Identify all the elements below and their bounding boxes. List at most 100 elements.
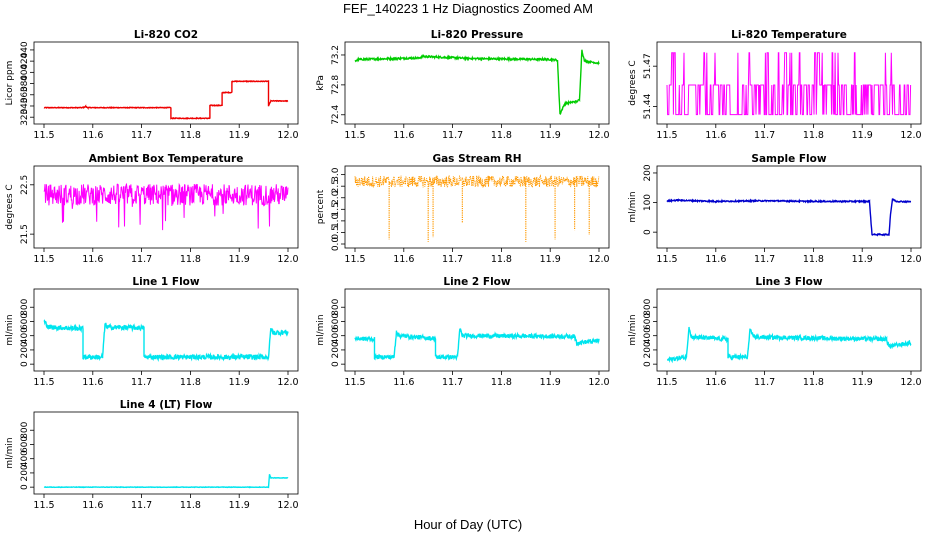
y-tick-label: 2.5 bbox=[331, 179, 341, 193]
series-sample-flow bbox=[666, 198, 912, 237]
y-axis-label: ml/min bbox=[628, 191, 638, 222]
x-tick-label: 11.5 bbox=[33, 254, 54, 265]
plot-frame bbox=[344, 41, 610, 125]
y-tick-label: 51.44 bbox=[643, 93, 653, 119]
y-tick-label: 22.5 bbox=[20, 175, 30, 195]
y-tick-label: 0 bbox=[643, 229, 653, 235]
y-tick-label: 600 bbox=[20, 436, 30, 453]
y-tick-label: 1.5 bbox=[331, 202, 341, 216]
plot-frame bbox=[33, 288, 299, 372]
y-axis-label: degrees C bbox=[5, 184, 15, 229]
y-tick-label: 200 bbox=[20, 341, 30, 358]
y-tick-label: 200 bbox=[20, 464, 30, 481]
x-tick-label: 11.6 bbox=[82, 254, 103, 265]
y-tick-label: 3.0 bbox=[331, 167, 341, 182]
y-tick-label: 600 bbox=[20, 313, 30, 330]
y-tick-label: 400 bbox=[20, 63, 30, 80]
plot-frame bbox=[344, 288, 610, 372]
x-tick-label: 11.9 bbox=[852, 254, 873, 265]
x-tick-label: 11.7 bbox=[754, 254, 775, 265]
panel-title: Li-820 Temperature bbox=[731, 29, 847, 41]
x-tick-label: 12.0 bbox=[277, 254, 298, 265]
panel-sample-flow: Sample Flow 11.5 11.6 11.7 11.8 11.9 12.0 0 100 2… bbox=[628, 153, 922, 265]
series-li-820-pressure bbox=[354, 49, 600, 115]
y-axis-label: ml/min bbox=[316, 314, 326, 345]
x-tick-label: 11.8 bbox=[803, 130, 824, 141]
x-tick-label: 12.0 bbox=[588, 377, 609, 388]
series-line bbox=[354, 327, 600, 362]
x-tick-label: 11.6 bbox=[82, 377, 103, 388]
panel-title: Gas Stream RH bbox=[432, 153, 521, 165]
x-tick-label: 11.7 bbox=[131, 254, 152, 265]
x-tick-label: 11.5 bbox=[33, 377, 54, 388]
panel-li-820-temperature: Li-820 Temperature 11.5 11.6 11.7 11.8 11.9 12… bbox=[628, 29, 922, 141]
x-tick-label: 11.9 bbox=[540, 254, 561, 265]
y-axis-label: ml/min bbox=[628, 314, 638, 345]
y-tick-label: 360 bbox=[20, 86, 30, 103]
x-tick-label: 11.6 bbox=[82, 500, 103, 511]
panel-title: Line 3 Flow bbox=[755, 276, 822, 288]
y-axis-label: ml/min bbox=[5, 437, 15, 468]
x-tick-label: 11.5 bbox=[656, 254, 677, 265]
x-tick-label: 11.9 bbox=[229, 254, 250, 265]
x-tick-label: 11.5 bbox=[344, 254, 365, 265]
y-tick-label: 51.47 bbox=[643, 53, 653, 79]
panel-gas-stream-rh: Gas Stream RH 11.5 11.6 11.7 11.8 11.9 12.0 0.0… bbox=[316, 153, 610, 265]
x-tick-label: 11.8 bbox=[803, 377, 824, 388]
y-tick-label: 200 bbox=[643, 164, 653, 181]
x-tick-label: 11.9 bbox=[229, 500, 250, 511]
x-tick-label: 11.9 bbox=[540, 377, 561, 388]
y-axis-label: degrees C bbox=[628, 60, 638, 105]
panel-title: Sample Flow bbox=[751, 153, 826, 165]
x-tick-label: 11.6 bbox=[705, 254, 726, 265]
x-tick-label: 11.8 bbox=[180, 130, 201, 141]
x-tick-label: 11.7 bbox=[754, 130, 775, 141]
x-tick-label: 11.5 bbox=[656, 377, 677, 388]
y-tick-label: 0 bbox=[20, 484, 30, 490]
x-tick-label: 11.8 bbox=[491, 130, 512, 141]
y-tick-label: 400 bbox=[331, 327, 341, 344]
y-tick-label: 73.2 bbox=[331, 45, 341, 65]
y-axis-label: ml/min bbox=[5, 314, 15, 345]
x-tick-label: 11.6 bbox=[393, 254, 414, 265]
y-tick-label: 400 bbox=[20, 327, 30, 344]
x-tick-label: 12.0 bbox=[900, 377, 921, 388]
series-line bbox=[43, 182, 289, 231]
series-line bbox=[43, 319, 289, 362]
figure-title: FEF_140223 1 Hz Diagnostics Zoomed AM bbox=[342, 1, 593, 16]
series-gas-stream-rh bbox=[354, 174, 600, 242]
plot-frame bbox=[344, 165, 610, 249]
y-tick-label: 380 bbox=[20, 75, 30, 92]
x-tick-label: 11.9 bbox=[229, 130, 250, 141]
panel-line-4-lt-flow: Line 4 (LT) Flow 11.5 11.6 11.7 11.8 11.9 12.0… bbox=[5, 399, 299, 511]
plot-frame bbox=[656, 165, 922, 249]
plot-frame bbox=[33, 165, 299, 249]
x-tick-label: 11.5 bbox=[344, 130, 365, 141]
x-tick-label: 11.7 bbox=[131, 130, 152, 141]
x-tick-label: 11.9 bbox=[852, 377, 873, 388]
y-tick-label: 800 bbox=[20, 421, 30, 438]
x-tick-label: 12.0 bbox=[277, 130, 298, 141]
x-tick-label: 11.7 bbox=[754, 377, 775, 388]
plot-frame bbox=[656, 41, 922, 125]
x-tick-label: 11.6 bbox=[705, 130, 726, 141]
x-tick-label: 11.6 bbox=[82, 130, 103, 141]
x-tick-label: 11.8 bbox=[180, 377, 201, 388]
y-tick-label: 72.4 bbox=[331, 104, 341, 124]
x-tick-label: 11.8 bbox=[803, 254, 824, 265]
x-tick-label: 11.8 bbox=[491, 377, 512, 388]
x-tick-label: 11.7 bbox=[442, 130, 463, 141]
x-tick-label: 11.5 bbox=[656, 130, 677, 141]
x-tick-label: 11.9 bbox=[540, 130, 561, 141]
panel-title: Ambient Box Temperature bbox=[89, 153, 244, 165]
series-line-1-flow bbox=[43, 319, 289, 362]
series-line bbox=[666, 52, 912, 116]
y-axis-label: Licor ppm bbox=[5, 61, 15, 106]
y-tick-label: 320 bbox=[20, 108, 30, 125]
panel-title: Line 4 (LT) Flow bbox=[120, 399, 213, 411]
panel-line-3-flow: Line 3 Flow 11.5 11.6 11.7 11.8 11.9 12.0 0 2004… bbox=[628, 276, 922, 388]
plot-frame bbox=[33, 411, 299, 495]
plot-frame bbox=[33, 41, 299, 125]
panel-ambient-box-temperature: Ambient Box Temperature 11.5 11.6 11.7 11.8 1… bbox=[5, 153, 299, 265]
